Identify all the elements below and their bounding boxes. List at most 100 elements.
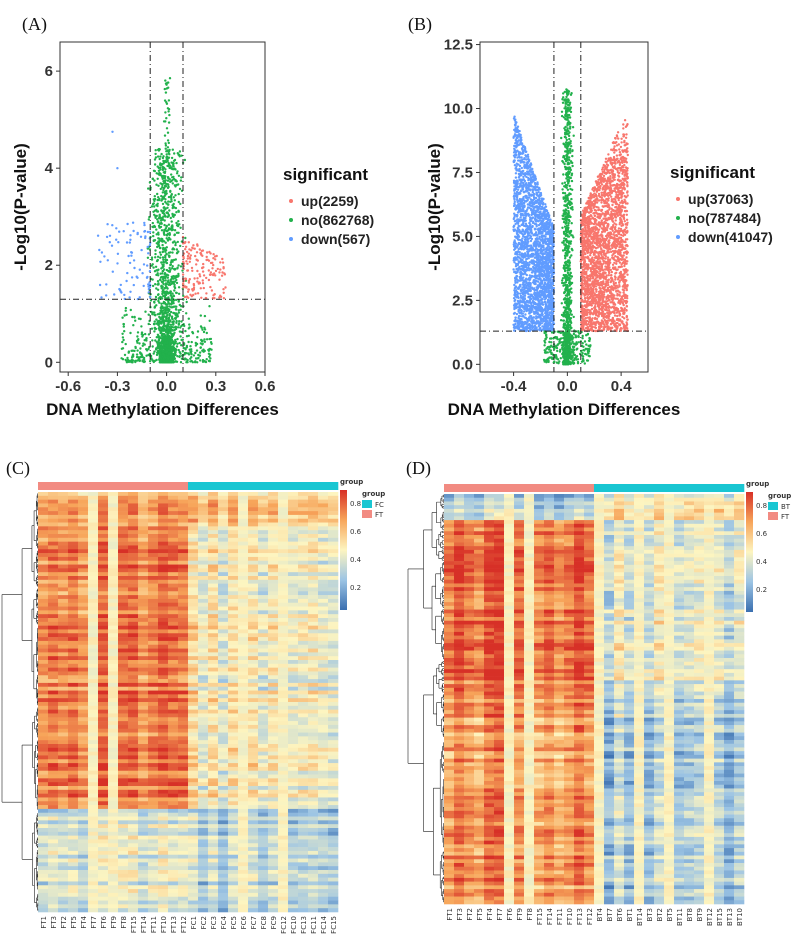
x-tick-label: -0.6 [55, 378, 81, 395]
y-tick-label: 2.5 [452, 292, 473, 309]
y-axis-title: -Log10(P-value) [11, 143, 30, 271]
y-axis-title: -Log10(P-value) [425, 143, 444, 271]
column-label: FT9 [516, 908, 524, 921]
x-tick-label: -0.4 [501, 378, 528, 395]
column-label: FT11 [150, 916, 158, 933]
column-labels: FT1 FT3 FT2 FT5 FT4 FT7 FT6 FT9 FT8 FT15 FT14 FT11 F… [446, 907, 744, 926]
column-label: BT2 [656, 908, 664, 922]
column-label: FC1 [190, 916, 198, 929]
x-tick-label: 0.6 [255, 378, 276, 395]
column-label: FC5 [230, 916, 238, 929]
group-legend-label: FT [375, 511, 384, 519]
column-label: FC7 [250, 916, 258, 929]
plot-frame [59, 41, 266, 373]
y-tick-label: 0.0 [452, 356, 473, 373]
y-tick-label: 2 [45, 257, 53, 274]
column-label: FT8 [526, 908, 534, 921]
colorbar-tick-label: 0.6 [756, 530, 768, 538]
legend-swatch [676, 197, 680, 201]
column-label: FT2 [466, 908, 474, 921]
colorbar-tick-label: 0.8 [756, 502, 767, 510]
column-label: FC8 [260, 916, 268, 929]
colorbar-tick-label: 0.4 [756, 558, 768, 566]
heatmap-c: FT1 FT3 FT2 FT5 FT4 FT7 FT6 FT9 FT8 FT15 FT14 FT11 F… [1, 478, 385, 934]
colorbar-tick-label: 0.2 [756, 586, 767, 594]
column-label: FT15 [536, 908, 544, 925]
column-label: FT11 [556, 908, 564, 925]
x-tick-label: 0.3 [205, 378, 226, 395]
column-label: BT9 [696, 908, 704, 922]
legend-swatch [289, 237, 293, 241]
column-label: BT11 [676, 908, 684, 926]
column-label: FT5 [476, 908, 484, 921]
heatmap-d: FT1 FT3 FT2 FT5 FT4 FT7 FT6 FT9 FT8 FT15 FT14 FT11 F… [407, 480, 791, 926]
legend-swatch [289, 218, 293, 222]
column-label: BT14 [636, 907, 644, 926]
column-label: FC11 [310, 916, 318, 934]
column-label: FT10 [566, 908, 574, 925]
colorbar-title: group [746, 480, 769, 488]
column-label: FC4 [220, 915, 228, 929]
group-annotation-bar [444, 484, 745, 492]
group-legend-swatch [768, 502, 778, 510]
colorbar-tick-label: 0.6 [350, 528, 362, 536]
column-label: FT4 [80, 915, 88, 928]
group-legend-label: BT [781, 503, 791, 511]
x-tick-label: 0.4 [611, 378, 633, 395]
group-legend-title: group [768, 492, 791, 500]
column-label: BT7 [606, 908, 614, 922]
column-label: FC2 [200, 916, 208, 929]
colorbar [746, 492, 753, 612]
column-labels: FT1 FT3 FT2 FT5 FT4 FT7 FT6 FT9 FT8 FT15 FT14 FT11 F… [40, 915, 338, 933]
row-dendrogram [407, 494, 444, 903]
column-label: FT3 [50, 916, 58, 929]
y-tick-label: 7.5 [452, 164, 473, 181]
group-legend-swatch [768, 512, 778, 520]
column-label: FT14 [140, 915, 148, 933]
column-label: FT7 [496, 908, 504, 921]
column-label: BT1 [626, 908, 634, 922]
y-tick-label: 6 [45, 63, 53, 80]
column-label: FC13 [300, 916, 308, 934]
group-legend-swatch [362, 500, 372, 508]
column-label: BT8 [686, 908, 694, 922]
heatmap-cells [38, 492, 339, 913]
panel-d-label: (D) [406, 458, 431, 478]
column-label: FC3 [210, 916, 218, 929]
column-label: FT4 [486, 907, 494, 920]
legend-title: significant [283, 165, 368, 184]
legend-swatch [676, 235, 680, 239]
heatmap-cells [444, 494, 745, 905]
y-tick-label: 12.5 [444, 37, 473, 54]
column-label: FC9 [270, 916, 278, 929]
legend-swatch [676, 216, 680, 220]
column-label: FT13 [576, 908, 584, 925]
legend-title: significant [670, 163, 755, 182]
column-label: BT5 [666, 908, 674, 922]
legend-label: up(2259) [301, 193, 359, 209]
x-axis-title: DNA Methylation Differences [46, 400, 279, 419]
y-tick-label: 5.0 [452, 228, 473, 245]
column-label: FT6 [506, 907, 514, 920]
column-label: FT9 [110, 916, 118, 929]
data-points [512, 88, 629, 366]
column-label: FT15 [130, 916, 138, 933]
legend-label: down(567) [301, 231, 370, 247]
group-legend-swatch [362, 510, 372, 518]
legend-label: down(41047) [688, 229, 773, 245]
column-label: FT2 [60, 916, 68, 929]
column-label: FT8 [120, 916, 128, 929]
column-label: FC12 [280, 916, 288, 934]
group-legend-title: group [362, 490, 385, 498]
legend-label: no(862768) [301, 212, 374, 228]
column-label: FC14 [320, 915, 328, 933]
x-tick-label: -0.3 [104, 378, 130, 395]
column-label: FT1 [40, 916, 48, 929]
column-label: FT5 [70, 916, 78, 929]
column-label: FT3 [456, 908, 464, 921]
plot-frame [479, 41, 649, 373]
column-label: FT12 [586, 908, 594, 925]
group-annotation-bar [38, 482, 339, 490]
x-axis-title: DNA Methylation Differences [448, 400, 681, 419]
panel-a-label: (A) [22, 14, 47, 34]
